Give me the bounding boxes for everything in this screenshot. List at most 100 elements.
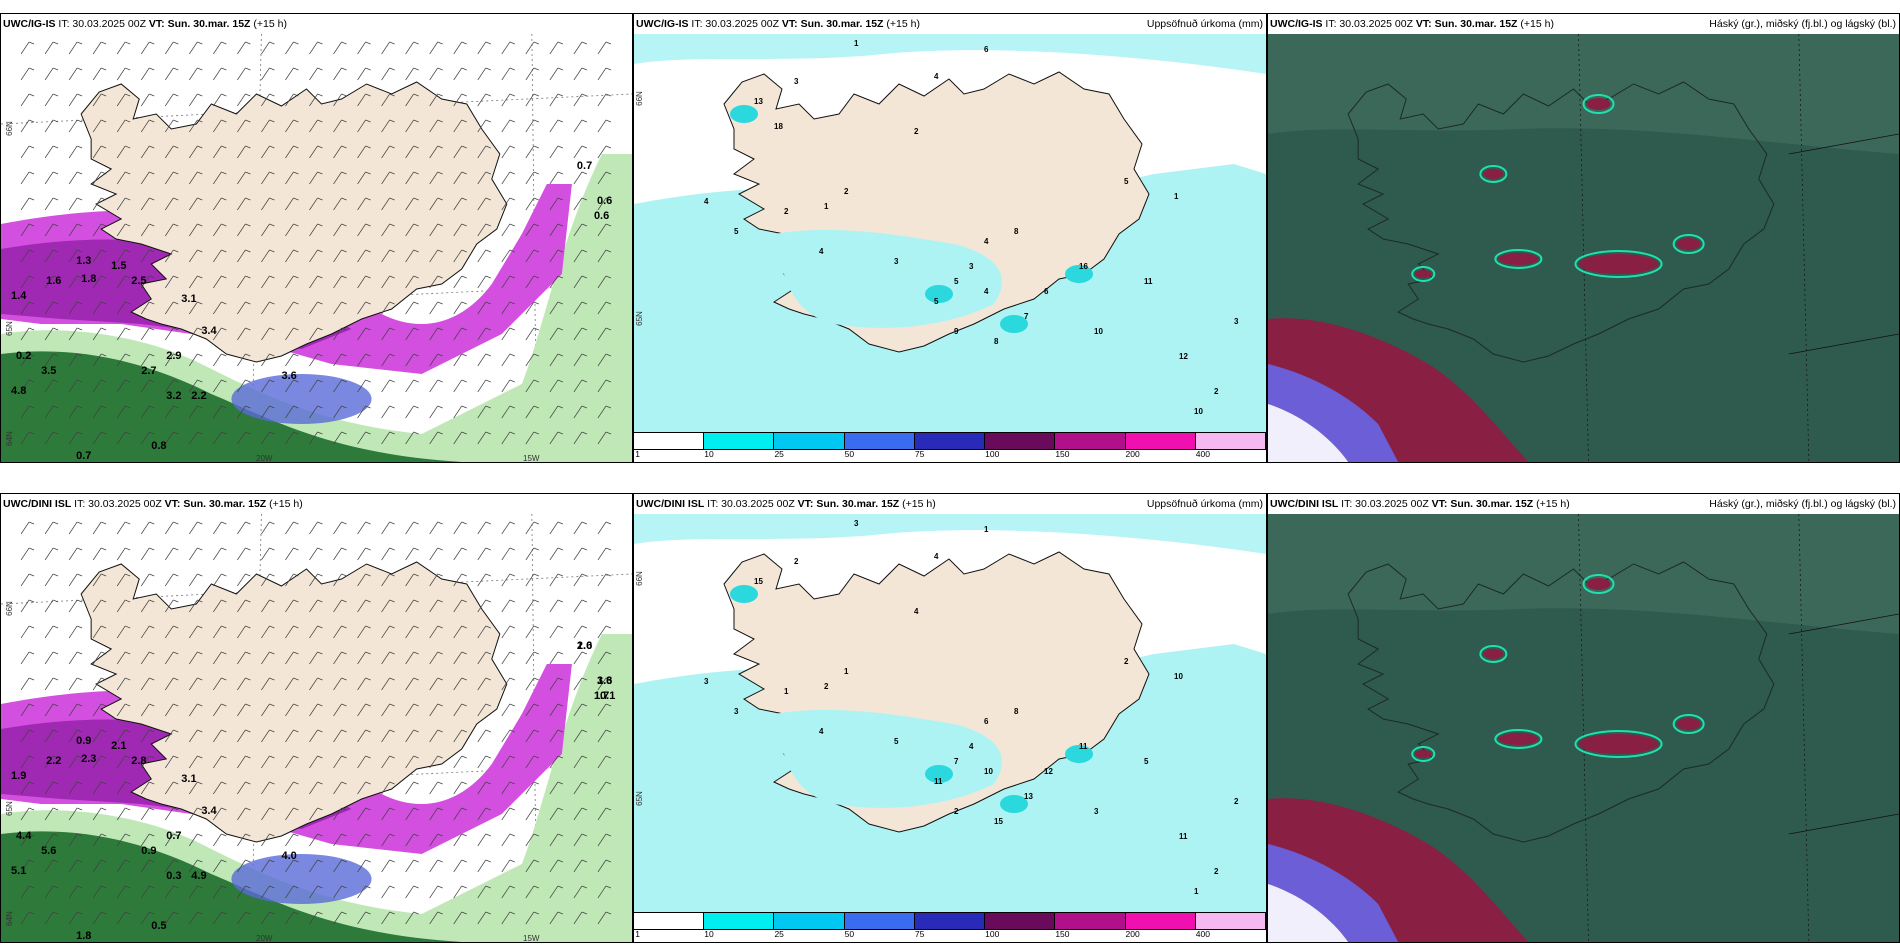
wind-barb: [92, 573, 107, 587]
legend-swatch: [914, 913, 986, 929]
wind-barb: [525, 859, 539, 873]
lead-time: (+15 h): [269, 498, 303, 510]
wind-barb: [597, 301, 612, 315]
wind-barb: [597, 651, 612, 665]
wind-barb: [44, 703, 59, 717]
wind-barb: [453, 223, 467, 237]
wind-barb: [309, 223, 323, 237]
wind-barb: [357, 301, 371, 315]
wind-barb: [477, 67, 491, 81]
wind-barb: [549, 275, 564, 289]
wind-value-label: 1.3: [76, 255, 91, 267]
wind-barb: [237, 625, 251, 639]
wind-barb: [116, 41, 131, 55]
wind-value-label: 0.9: [76, 735, 91, 747]
wind-barb: [573, 833, 588, 847]
wind-value-label: 2.3: [81, 753, 96, 765]
wind-barb: [477, 547, 491, 561]
wind-barb: [285, 625, 299, 639]
wind-barb: [333, 651, 347, 665]
precip-value-label: 10: [1194, 407, 1203, 416]
precip-value-label: 6: [984, 45, 989, 54]
precip-value-label: 5: [934, 297, 939, 306]
wind-barb: [477, 327, 491, 341]
wind-barb: [549, 885, 564, 899]
wind-barb: [309, 573, 323, 587]
precip-value-label: 4: [934, 72, 939, 81]
wind-barb: [477, 833, 491, 847]
wind-barb: [405, 781, 419, 795]
wind-barb: [381, 599, 395, 613]
init-time: IT: 30.03.2025 00Z: [71, 498, 165, 510]
wind-barb: [429, 521, 443, 535]
legend-tick-label: 25: [774, 929, 784, 939]
wind-barb: [357, 353, 371, 367]
wind-barb: [92, 911, 107, 925]
wind-barb: [116, 521, 131, 535]
wind-barb: [309, 41, 323, 55]
wind-barb: [501, 41, 515, 55]
panel-dini-cloud: UWC/DINI ISL IT: 30.03.2025 00Z VT: Sun.…: [1267, 493, 1900, 943]
wind-barb: [357, 625, 371, 639]
legend-swatch: [774, 913, 845, 929]
wind-barb: [477, 249, 491, 263]
wind-barb: [261, 547, 275, 561]
valid-time-label: VT:: [148, 18, 165, 30]
wind-barb: [381, 573, 395, 587]
wind-barb: [164, 119, 179, 133]
wind-barb: [237, 41, 251, 55]
wind-barb: [309, 599, 323, 613]
wind-barb: [549, 41, 564, 55]
wind-barb: [237, 573, 251, 587]
wind-barb: [140, 573, 155, 587]
wind-barb: [381, 119, 395, 133]
precip-value-label: 1: [784, 687, 789, 696]
wind-barb: [44, 249, 59, 263]
wind-barb: [405, 599, 419, 613]
wind-barb: [597, 249, 612, 263]
wind-barb: [140, 249, 155, 263]
wind-barb: [68, 729, 83, 743]
legend-tick-label: 100: [985, 449, 1000, 459]
wind-barb: [405, 249, 419, 263]
wind-barb: [261, 67, 275, 81]
wind-barb: [573, 301, 588, 315]
wind-barb: [213, 145, 227, 159]
wind-barb: [405, 119, 419, 133]
wind-barb: [453, 275, 467, 289]
wind-barb: [92, 547, 107, 561]
wind-barb: [309, 859, 323, 873]
wind-barb: [44, 833, 59, 847]
wind-barb: [357, 67, 371, 81]
wind-barb: [116, 275, 131, 289]
wind-barb: [405, 677, 419, 691]
wind-barb: [477, 911, 491, 925]
wind-barb: [333, 275, 347, 289]
precip-value-label: 10: [1094, 327, 1103, 336]
wind-barb: [429, 145, 443, 159]
wind-barb: [116, 431, 131, 445]
lead-time: (+15 h): [1520, 18, 1554, 30]
wind-barb: [213, 547, 227, 561]
wind-barb: [477, 807, 491, 821]
precip-value-label: 4: [969, 742, 974, 751]
legend-swatch: [704, 433, 775, 449]
wind-barb: [189, 431, 203, 445]
wind-barb: [68, 67, 83, 81]
wind-barb: [237, 197, 251, 211]
wind-barb: [20, 431, 35, 445]
wind-barb: [477, 781, 491, 795]
wind-barb: [140, 651, 155, 665]
wind-barb: [525, 223, 539, 237]
precip-value-label: 4: [819, 727, 824, 736]
wind-barb: [140, 379, 155, 393]
wind-barb: [116, 93, 131, 107]
wind-barb: [68, 171, 83, 185]
wind-barb: [189, 807, 203, 821]
lead-time: (+15 h): [1536, 498, 1570, 510]
wind-barb: [44, 521, 59, 535]
wind-barb: [429, 223, 443, 237]
wind-barb: [116, 729, 131, 743]
wind-barb: [92, 599, 107, 613]
wind-barb: [237, 677, 251, 691]
